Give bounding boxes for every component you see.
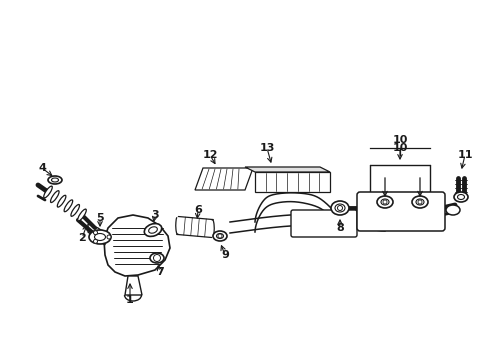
Polygon shape (254, 172, 329, 192)
Circle shape (93, 231, 97, 235)
Text: 5: 5 (96, 213, 103, 223)
Circle shape (107, 235, 111, 239)
Circle shape (153, 255, 160, 261)
Ellipse shape (334, 204, 345, 212)
Ellipse shape (148, 227, 157, 233)
Text: 2: 2 (78, 233, 86, 243)
Text: 11: 11 (456, 150, 472, 160)
Polygon shape (88, 224, 105, 245)
Ellipse shape (150, 253, 163, 263)
Ellipse shape (213, 231, 226, 241)
Ellipse shape (457, 194, 464, 199)
Text: 7: 7 (156, 267, 163, 277)
Ellipse shape (78, 209, 86, 221)
Polygon shape (244, 167, 329, 172)
Ellipse shape (415, 199, 423, 205)
FancyBboxPatch shape (290, 210, 356, 237)
Ellipse shape (43, 186, 52, 198)
Polygon shape (125, 276, 142, 295)
Text: 8: 8 (335, 223, 343, 233)
Text: 10: 10 (391, 135, 407, 145)
Circle shape (93, 239, 97, 243)
Ellipse shape (411, 196, 427, 208)
Polygon shape (195, 168, 252, 190)
Ellipse shape (89, 230, 111, 244)
Ellipse shape (380, 199, 388, 205)
Polygon shape (104, 215, 170, 276)
Text: 10: 10 (391, 143, 407, 153)
Text: 9: 9 (221, 250, 228, 260)
Circle shape (382, 200, 386, 204)
Circle shape (337, 206, 342, 211)
Ellipse shape (376, 196, 392, 208)
Ellipse shape (57, 195, 66, 207)
Ellipse shape (48, 176, 62, 184)
Ellipse shape (50, 191, 59, 203)
FancyBboxPatch shape (356, 192, 444, 231)
Text: 1: 1 (126, 295, 134, 305)
Text: 6: 6 (194, 205, 202, 215)
Text: 3: 3 (151, 210, 159, 220)
Ellipse shape (94, 234, 105, 240)
Ellipse shape (330, 201, 348, 215)
Text: 12: 12 (202, 150, 217, 160)
Ellipse shape (144, 224, 162, 237)
Circle shape (218, 234, 222, 238)
Ellipse shape (71, 204, 80, 216)
Text: 13: 13 (259, 143, 274, 153)
Ellipse shape (216, 234, 223, 239)
Ellipse shape (64, 200, 73, 212)
Ellipse shape (51, 178, 59, 182)
Ellipse shape (445, 205, 459, 215)
Circle shape (417, 200, 421, 204)
Ellipse shape (453, 192, 467, 202)
Text: 4: 4 (38, 163, 46, 173)
